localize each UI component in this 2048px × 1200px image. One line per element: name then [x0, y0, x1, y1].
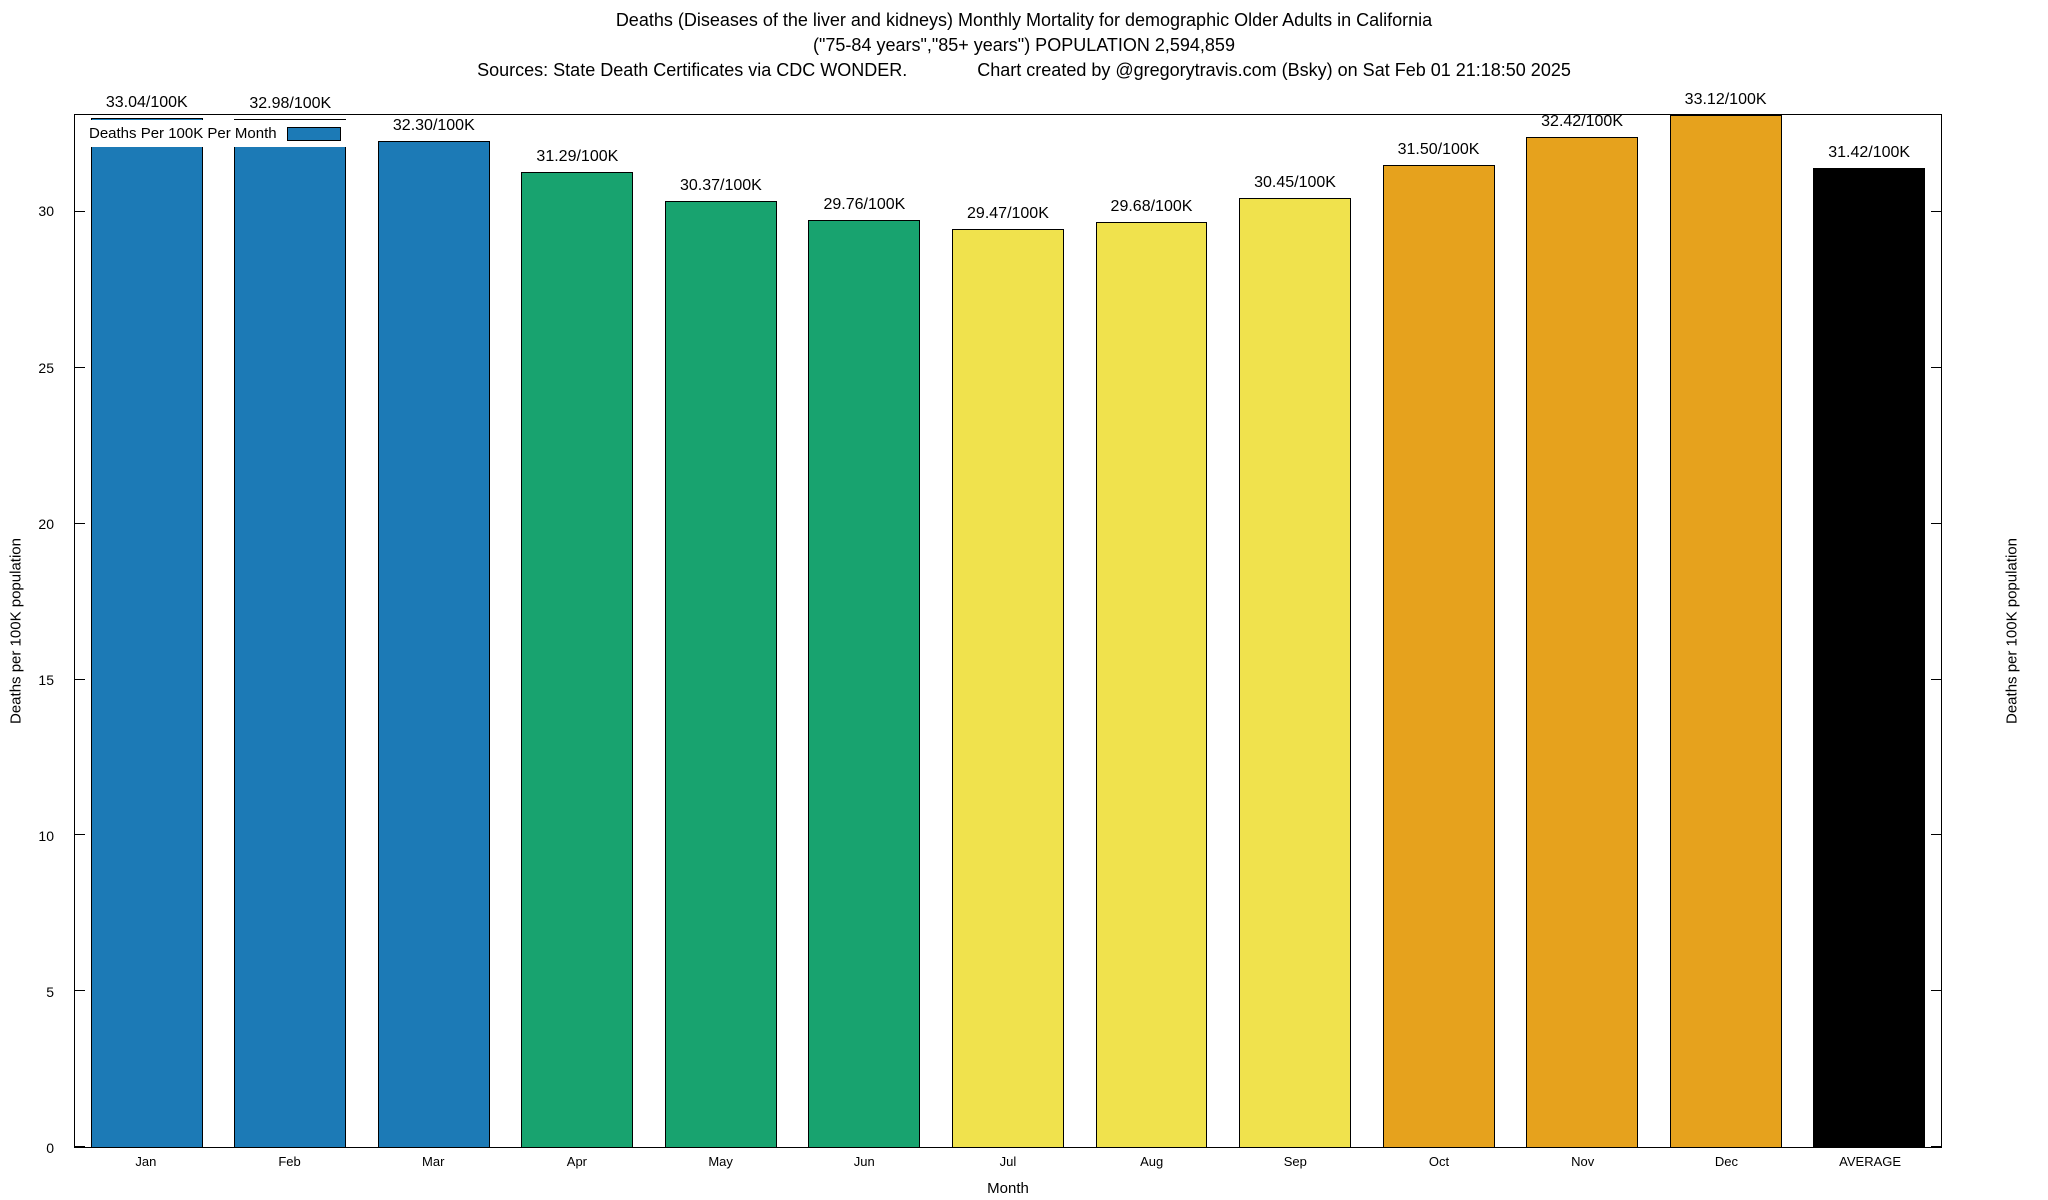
- y-tick-label: 25: [38, 359, 54, 376]
- bar-slot: 30.37/100K: [649, 115, 793, 1147]
- bar-slot: 29.47/100K: [936, 115, 1080, 1147]
- y-tick-label: 5: [46, 983, 54, 1000]
- x-tick-label: Mar: [422, 1154, 445, 1169]
- bar-slot: 33.04/100K: [75, 94, 219, 1147]
- y-tick-mark-right: [1931, 522, 1941, 524]
- bar-average: [1813, 167, 1926, 1147]
- y-tick-labels: 0 5 10 15 20 25 30: [0, 114, 64, 1156]
- y-tick-mark-left: [75, 1146, 85, 1147]
- x-tick-labels: Jan Feb Mar Apr May Jun Jul Aug Sep Oct Nov Dec AVER…: [74, 1154, 1942, 1169]
- legend: Deaths Per 100K Per Month: [77, 120, 353, 147]
- y-tick-mark-right: [1931, 678, 1941, 680]
- y-tick-mark-right: [1931, 367, 1941, 369]
- y-tick-label: 0: [46, 1140, 54, 1156]
- bar-oct: [1382, 165, 1495, 1147]
- bar-apr: [521, 172, 634, 1147]
- bar-value-label: 29.47/100K: [967, 204, 1049, 222]
- y-tick-label: 30: [38, 203, 54, 220]
- y-tick-label: 10: [38, 827, 54, 844]
- legend-label: Deaths Per 100K Per Month: [89, 125, 277, 142]
- chart-title: Deaths (Diseases of the liver and kidney…: [615, 10, 1433, 30]
- y-tick-mark-right: [1931, 211, 1941, 213]
- chart-title-block: Deaths (Diseases of the liver and kidney…: [0, 8, 2048, 83]
- x-tick-label: Dec: [1714, 1154, 1738, 1169]
- credit-text: Chart created by @gregorytravis.com (Bsk…: [977, 60, 1571, 80]
- bar-jan: [90, 117, 203, 1147]
- plot-area: Deaths Per 100K Per Month 33.04/100K 32.9…: [74, 91, 1942, 1148]
- bar-value-label: 30.37/100K: [679, 176, 762, 194]
- bar-feb: [234, 119, 347, 1147]
- y-axis-label-right: Deaths per 100K population: [2003, 538, 2021, 724]
- x-tick-label: Aug: [1140, 1154, 1164, 1169]
- y-tick-mark-left: [75, 678, 85, 680]
- x-axis-label: Month: [987, 1180, 1029, 1197]
- bar-slot: 32.30/100K: [362, 115, 506, 1147]
- bar-jul: [951, 228, 1064, 1147]
- y-tick-mark-left: [75, 990, 85, 992]
- bar-aug: [1095, 222, 1208, 1147]
- y-tick-mark-right: [1931, 1146, 1941, 1147]
- x-tick-label: Oct: [1428, 1154, 1450, 1169]
- bar-value-label: 31.50/100K: [1397, 141, 1480, 159]
- x-tick-label: AVERAGE: [1839, 1154, 1902, 1169]
- bar-sep: [1239, 198, 1351, 1147]
- bar-slot: 31.50/100K: [1367, 115, 1511, 1147]
- bar-slot: 31.42/100K: [1797, 115, 1941, 1147]
- x-tick-label: Feb: [278, 1154, 301, 1169]
- bar-value-label: 32.30/100K: [392, 116, 475, 134]
- bar-slot: 31.29/100K: [506, 115, 650, 1147]
- bar-slot: 32.98/100K: [219, 95, 363, 1147]
- bar-value-label: 29.76/100K: [823, 195, 906, 213]
- y-tick-label: 15: [38, 671, 54, 688]
- y-tick-mark-left: [75, 522, 85, 524]
- bar-slot: 33.12/100K: [1654, 91, 1798, 1147]
- legend-swatch: [286, 126, 341, 141]
- bar-slot: 29.76/100K: [793, 115, 937, 1147]
- bar-slot: 32.42/100K: [1510, 112, 1654, 1147]
- x-tick-label: Jan: [135, 1154, 157, 1169]
- chart-subtitle: ("75-84 years","85+ years") POPULATION 2…: [813, 35, 1235, 55]
- chart-source-line: Sources: State Death Certificates via CD…: [0, 58, 2048, 83]
- y-tick-mark-right: [1931, 990, 1941, 992]
- y-tick-mark-left: [75, 211, 85, 213]
- x-tick-label: Jun: [853, 1154, 875, 1169]
- bar-value-label: 30.45/100K: [1254, 174, 1336, 192]
- x-tick-label: May: [708, 1154, 733, 1169]
- x-tick-label: Sep: [1283, 1154, 1307, 1169]
- bar-slot: 29.68/100K: [1080, 115, 1224, 1147]
- bar-dec: [1669, 115, 1782, 1147]
- x-tick-label: Apr: [566, 1154, 588, 1169]
- bar-slot: 30.45/100K: [1223, 115, 1367, 1147]
- y-tick-mark-left: [75, 834, 85, 836]
- y-tick-mark-right: [1931, 834, 1941, 836]
- bar-value-label: 29.68/100K: [1110, 198, 1193, 216]
- bar-value-label: 32.42/100K: [1541, 112, 1624, 130]
- y-tick-mark-left: [75, 367, 85, 369]
- x-tick-label: Jul: [999, 1154, 1017, 1169]
- bar-value-label: 31.29/100K: [536, 148, 619, 166]
- bar-value-label: 33.04/100K: [105, 93, 188, 111]
- sources-text: Sources: State Death Certificates via CD…: [477, 60, 908, 80]
- bar-mar: [377, 140, 490, 1147]
- bar-value-label: 31.42/100K: [1828, 143, 1911, 161]
- y-tick-label: 20: [38, 515, 54, 532]
- bar-may: [664, 200, 777, 1147]
- bar-nov: [1526, 136, 1639, 1147]
- x-tick-label: Nov: [1571, 1154, 1595, 1169]
- bar-value-label: 33.12/100K: [1684, 91, 1767, 108]
- bar-value-label: 32.98/100K: [249, 95, 332, 113]
- bar-jun: [808, 219, 921, 1147]
